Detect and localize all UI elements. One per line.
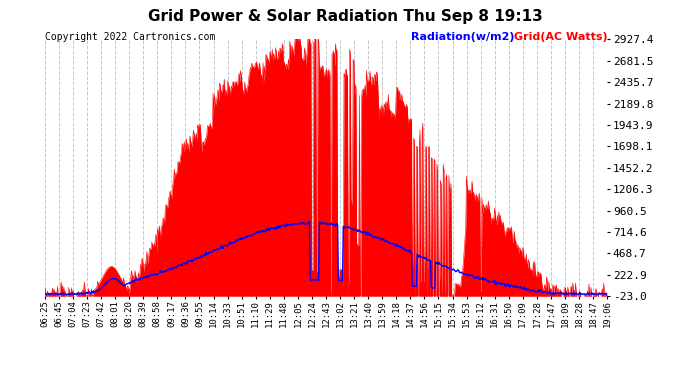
Text: Copyright 2022 Cartronics.com: Copyright 2022 Cartronics.com	[45, 32, 215, 42]
Text: Radiation(w/m2): Radiation(w/m2)	[411, 32, 514, 42]
Text: Grid(AC Watts): Grid(AC Watts)	[514, 32, 608, 42]
Text: Grid Power & Solar Radiation Thu Sep 8 19:13: Grid Power & Solar Radiation Thu Sep 8 1…	[148, 9, 542, 24]
